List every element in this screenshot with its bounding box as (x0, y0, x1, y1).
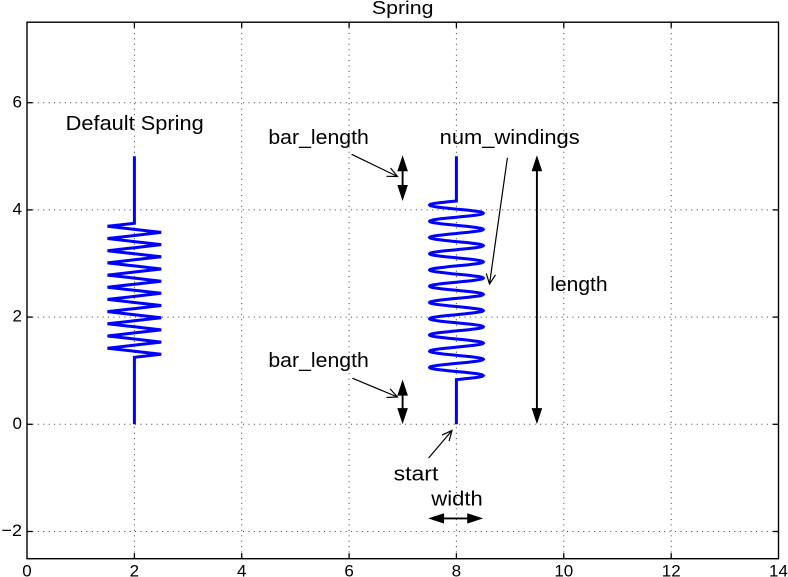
svg-text:2: 2 (13, 307, 22, 326)
svg-text:4: 4 (13, 200, 22, 219)
svg-text:2: 2 (130, 561, 139, 577)
svg-text:4: 4 (237, 561, 246, 577)
svg-text:Default Spring: Default Spring (66, 113, 204, 135)
svg-text:14: 14 (769, 561, 788, 577)
svg-text:length: length (550, 274, 607, 296)
svg-text:8: 8 (452, 561, 461, 577)
svg-text:num_windings: num_windings (440, 127, 580, 149)
svg-text:0: 0 (13, 414, 22, 433)
svg-text:12: 12 (662, 561, 681, 577)
svg-text:width: width (430, 488, 483, 510)
svg-text:bar_length: bar_length (268, 127, 369, 149)
svg-text:bar_length: bar_length (268, 350, 369, 372)
svg-text:6: 6 (344, 561, 353, 577)
svg-text:0: 0 (22, 561, 31, 577)
svg-text:Spring: Spring (372, 0, 434, 18)
svg-text:−2: −2 (2, 521, 22, 540)
svg-text:start: start (394, 463, 439, 485)
svg-text:10: 10 (554, 561, 573, 577)
svg-text:6: 6 (13, 92, 22, 111)
